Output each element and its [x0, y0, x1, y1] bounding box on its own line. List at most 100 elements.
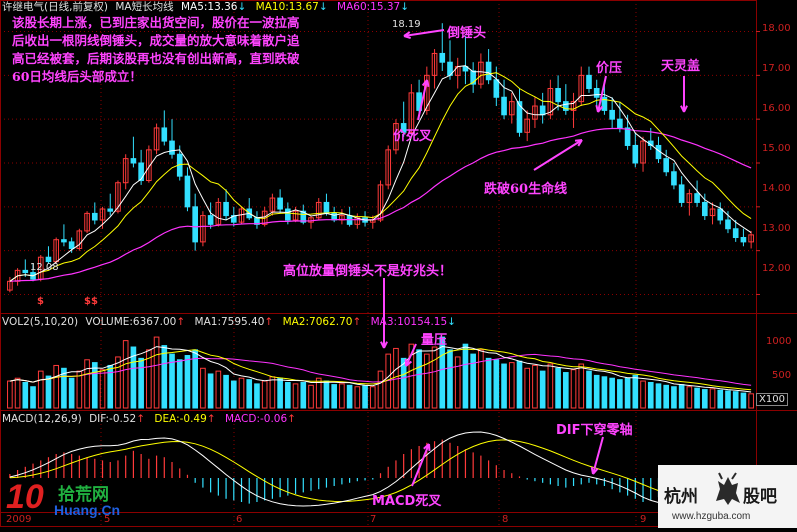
volume-bar — [725, 390, 731, 409]
volume-bar — [570, 369, 577, 409]
candle-body — [701, 201, 708, 217]
candle-body — [578, 74, 585, 103]
volume-bar — [617, 379, 623, 409]
volume-bar — [254, 383, 260, 409]
volume-bar — [539, 370, 546, 409]
candle-body — [539, 105, 546, 116]
ma10-value: MA10:13.67 — [255, 1, 319, 13]
candle-body — [532, 105, 538, 120]
volume-bar — [261, 380, 268, 409]
up-arrow-icon: ↑ — [176, 316, 186, 328]
volume-bar — [678, 384, 685, 409]
ma-title: MA短长均线 — [115, 1, 174, 13]
volume-bar — [601, 376, 608, 409]
volume-bar — [439, 336, 446, 409]
macd-value: MACD:-0.06 — [224, 413, 288, 425]
volume-bar — [91, 362, 98, 409]
watermark-forum: 股吧 — [743, 487, 777, 507]
volume-bar — [230, 380, 237, 409]
candle-body — [640, 140, 646, 164]
volume-bar — [478, 349, 484, 409]
volume-bar — [169, 353, 175, 409]
candle-body — [686, 193, 693, 203]
x-tick: 2009 — [6, 514, 32, 525]
up-arrow-icon: ↑ — [264, 316, 274, 328]
price-tick: 16.00 — [762, 103, 791, 114]
ma60-value: MA60:15.37 — [337, 1, 401, 13]
candle-body — [678, 184, 685, 203]
volume-bar — [115, 356, 121, 409]
candle-body — [632, 144, 639, 164]
down-arrow-icon: ↓ — [318, 1, 328, 13]
volume-bar — [223, 374, 229, 409]
candle-body — [709, 208, 716, 217]
annotation-arrowhead — [680, 105, 688, 113]
candle-body — [153, 127, 160, 151]
down-arrow-icon: ↓ — [237, 1, 247, 13]
price-tick: 18.00 — [762, 23, 791, 34]
price-tick: 15.00 — [762, 143, 791, 154]
watermark-site-en: Huang.Cn — [54, 502, 121, 518]
up-arrow-icon: ↑ — [136, 413, 146, 425]
volume-bar — [362, 385, 368, 409]
annotation-arrow — [411, 443, 430, 487]
candle-body — [269, 197, 276, 212]
candle-body — [7, 280, 13, 291]
candle-body — [501, 96, 507, 116]
candle-body — [694, 193, 700, 203]
volume-bar — [609, 377, 615, 409]
vol-unit-label: X100 — [756, 393, 788, 406]
vol-tick: 1000 — [766, 336, 792, 347]
volume-bar — [130, 346, 137, 409]
candle-body — [470, 70, 476, 85]
candle-body — [671, 171, 677, 186]
volume-bar — [200, 367, 206, 409]
macd-header: MACD(12,26,9) DIF:-0.52↑ DEA:-0.49↑ MACD… — [2, 412, 296, 426]
watermark-left: 10 拾荒网 Huang.Cn — [2, 476, 142, 524]
candle-body — [315, 201, 322, 219]
down-arrow-icon: ↓ — [447, 316, 456, 328]
candle-body — [45, 256, 52, 263]
annotation-arrowhead — [380, 341, 388, 349]
volume-bar — [138, 357, 144, 409]
candle-body — [122, 158, 129, 184]
volume-bar — [308, 384, 314, 409]
candle-body — [748, 234, 754, 243]
annotation-arrow — [597, 75, 607, 113]
volume-bar — [740, 392, 747, 409]
volume-bar — [532, 364, 538, 409]
ma60-line — [9, 127, 752, 282]
candle-body — [408, 92, 415, 133]
candle-body — [485, 61, 492, 81]
candle-body — [115, 182, 121, 212]
annotation-pressure: 价压 — [596, 61, 623, 76]
volume-bar — [107, 364, 114, 409]
volume-bar — [508, 362, 515, 409]
annotation-high-volume: 高位放量倒锤头不是好兆头！ — [283, 264, 453, 279]
low-price-label: 12.08 — [30, 262, 59, 273]
up-arrow-icon: ↑ — [206, 413, 216, 425]
volume-bar — [377, 370, 384, 409]
volume-bar — [524, 367, 531, 409]
candle-body — [462, 66, 469, 72]
candle-body — [563, 101, 569, 111]
volume-bar — [346, 384, 353, 409]
vol-ma3-line — [9, 353, 752, 386]
candle-body — [215, 201, 222, 225]
analysis-note: 该股长期上涨，已到庄家出货空间，股价在一波拉高后收出一根阴线倒锤头，成交量的放大… — [12, 15, 300, 84]
volume-bar — [671, 386, 677, 409]
annotation-dif-cross: DIF下穿零轴 — [556, 423, 633, 438]
candle-body — [323, 201, 330, 214]
volume-bar — [547, 363, 554, 409]
price-tick: 14.00 — [762, 183, 791, 194]
volume-bar — [22, 381, 29, 409]
candle-body — [717, 208, 724, 221]
watermark-right: 杭州 股吧 www.hzguba.com — [658, 465, 797, 528]
volume-bar — [555, 367, 561, 409]
annotation-arrow — [417, 79, 428, 121]
annotation-vol-pressure: 量压 — [421, 333, 448, 348]
candle-body — [431, 52, 438, 76]
price-tick: 17.00 — [762, 63, 791, 74]
price-header: 许继电气(日线,前复权) MA短长均线 MA5:13.36↓ MA10:13.6… — [2, 0, 409, 14]
volume-bar — [369, 386, 376, 409]
